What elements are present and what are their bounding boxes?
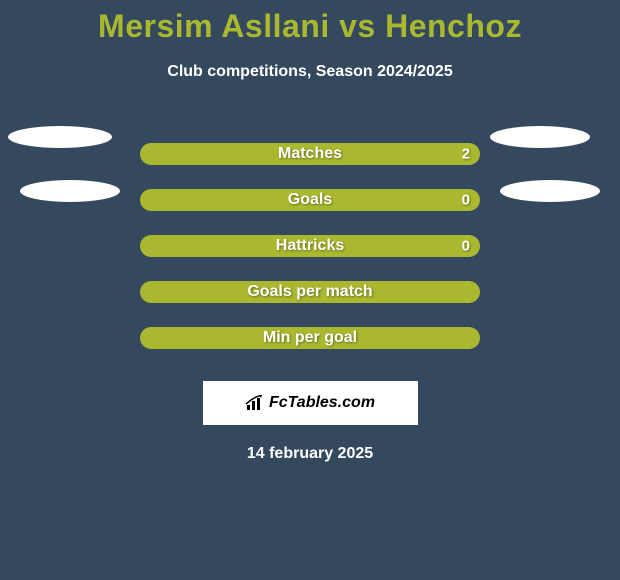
stat-label: Goals per match <box>247 283 372 301</box>
stat-label: Min per goal <box>263 329 357 347</box>
stat-label: Goals <box>288 191 332 209</box>
stat-value-right: 0 <box>462 238 470 255</box>
date-text: 14 february 2025 <box>0 445 620 463</box>
bar-wrapper: Matches 2 <box>140 143 480 165</box>
stat-row: Min per goal <box>0 315 620 361</box>
stat-row: Hattricks 0 <box>0 223 620 269</box>
page-title: Mersim Asllani vs Henchoz <box>0 0 620 45</box>
stat-label: Matches <box>278 145 342 163</box>
logo-box: FcTables.com <box>203 381 418 425</box>
bar-wrapper: Goals 0 <box>140 189 480 211</box>
bar-wrapper: Hattricks 0 <box>140 235 480 257</box>
logo-text: FcTables.com <box>269 394 375 412</box>
stat-value-right: 0 <box>462 192 470 209</box>
bar-wrapper: Min per goal <box>140 327 480 349</box>
chart-icon <box>245 395 265 411</box>
side-ellipse <box>490 126 590 148</box>
page-subtitle: Club competitions, Season 2024/2025 <box>0 63 620 81</box>
stat-value-right: 2 <box>462 146 470 163</box>
bar-wrapper: Goals per match <box>140 281 480 303</box>
stats-container: Matches 2 Goals 0 Hattricks 0 Goals per match M… <box>0 131 620 361</box>
logo-content: FcTables.com <box>245 394 375 412</box>
side-ellipse <box>500 180 600 202</box>
stat-row: Goals per match <box>0 269 620 315</box>
stat-label: Hattricks <box>276 237 344 255</box>
side-ellipse <box>8 126 112 148</box>
side-ellipse <box>20 180 120 202</box>
